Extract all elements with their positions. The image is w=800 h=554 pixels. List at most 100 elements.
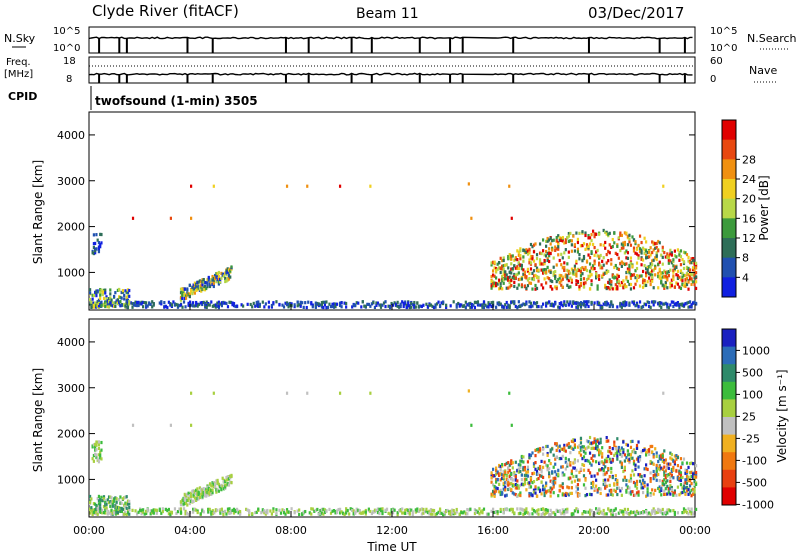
range-cell (628, 271, 631, 275)
range-cell (537, 476, 540, 481)
range-cell (190, 499, 193, 503)
range-cell (614, 447, 617, 451)
range-cell (648, 265, 651, 269)
range-cell (649, 262, 652, 266)
range-cell (638, 250, 642, 254)
colorbar-tick-label: -500 (742, 476, 767, 489)
range-cell (605, 471, 608, 475)
range-cell (555, 455, 558, 459)
range-cell (602, 469, 605, 473)
range-cell (443, 511, 446, 515)
range-cell (354, 303, 357, 307)
range-cell (582, 468, 586, 472)
range-cell (192, 289, 195, 294)
range-cell (685, 469, 689, 474)
range-cell (573, 460, 576, 464)
range-cell (121, 507, 125, 511)
range-cell (517, 493, 520, 497)
range-cell (502, 305, 505, 309)
range-cell (419, 508, 422, 512)
range-cell (190, 423, 193, 427)
range-cell (604, 240, 607, 245)
range-cell (519, 304, 522, 309)
range-cell (641, 305, 645, 309)
range-cell (617, 256, 620, 260)
range-cell (275, 508, 278, 512)
range-cell (543, 258, 546, 263)
range-cell (613, 453, 616, 457)
range-cell (561, 482, 564, 486)
range-cell (684, 278, 687, 282)
range-cell (693, 490, 696, 494)
range-cell (224, 483, 227, 487)
range-cell (529, 479, 533, 483)
range-cell (655, 478, 658, 482)
range-cell (649, 461, 652, 465)
range-cell (567, 477, 570, 481)
range-cell (166, 305, 169, 310)
range-cell (275, 511, 278, 515)
range-cell (111, 511, 114, 515)
range-cell (681, 257, 684, 262)
range-cell (135, 303, 139, 308)
range-cell (649, 246, 652, 250)
range-cell (657, 459, 660, 464)
range-cell (661, 459, 664, 464)
range-cell (625, 270, 628, 275)
range-cell (582, 277, 586, 281)
range-cell (320, 300, 323, 305)
range-cell (610, 280, 613, 284)
range-cell (89, 507, 92, 511)
range-cell (525, 510, 528, 514)
range-cell (587, 244, 590, 249)
range-cell (560, 237, 563, 241)
range-cell (596, 490, 599, 494)
range-cell (212, 484, 215, 489)
range-cell (441, 512, 445, 517)
range-cell (693, 268, 696, 272)
range-cell (617, 236, 620, 240)
range-cell (99, 506, 102, 511)
x-tick-label: 00:00 (73, 524, 105, 537)
range-cell (94, 445, 97, 449)
range-cell (109, 495, 112, 499)
range-cell (96, 290, 99, 294)
range-cell (620, 305, 623, 309)
range-cell (561, 275, 564, 279)
range-cell (625, 442, 628, 447)
range-cell (604, 246, 607, 250)
range-cell (493, 484, 496, 489)
range-cell (225, 478, 228, 482)
range-cell (546, 251, 549, 256)
range-cell (663, 284, 666, 288)
range-cell (625, 483, 628, 487)
range-cell (532, 250, 536, 254)
range-cell (693, 477, 696, 481)
range-cell (682, 507, 686, 511)
range-cell (215, 272, 218, 276)
range-cell (99, 456, 102, 460)
range-cell (545, 239, 548, 243)
range-cell (532, 508, 536, 513)
range-cell (548, 247, 551, 251)
range-cell (535, 286, 539, 291)
range-cell (184, 509, 187, 513)
range-cell (466, 512, 469, 516)
range-cell (672, 276, 675, 280)
range-cell (611, 510, 614, 514)
trace-line (88, 36, 693, 40)
range-cell (507, 286, 510, 290)
range-cell (543, 253, 546, 257)
range-cell (364, 304, 367, 308)
range-cell (173, 303, 177, 307)
nave-tick-bottom: 0 (710, 74, 716, 85)
range-cell (551, 248, 554, 252)
range-cell (563, 300, 566, 304)
range-cell (501, 277, 504, 281)
range-cell (666, 276, 669, 280)
range-cell (290, 304, 293, 308)
range-cell (670, 467, 673, 472)
range-cell (648, 448, 651, 452)
range-cell (485, 305, 489, 309)
range-cell (101, 292, 104, 297)
